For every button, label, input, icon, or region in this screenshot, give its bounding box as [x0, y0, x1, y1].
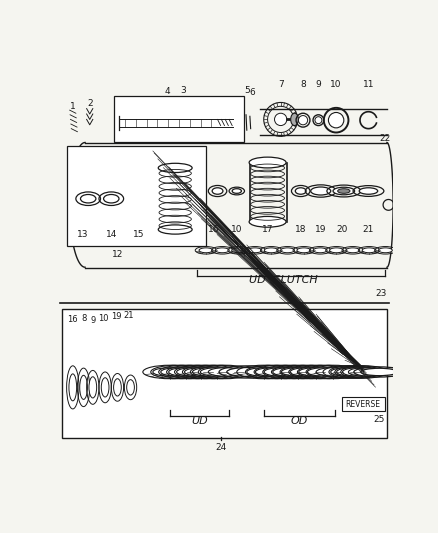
Ellipse shape — [313, 248, 327, 253]
Ellipse shape — [299, 368, 332, 376]
Ellipse shape — [291, 113, 298, 126]
Ellipse shape — [337, 368, 367, 376]
Ellipse shape — [192, 368, 226, 376]
Text: 9: 9 — [90, 316, 95, 325]
Ellipse shape — [378, 248, 392, 253]
Ellipse shape — [273, 368, 307, 376]
Ellipse shape — [298, 116, 307, 125]
Ellipse shape — [161, 368, 194, 376]
Ellipse shape — [338, 189, 350, 193]
Ellipse shape — [295, 188, 306, 194]
Text: UD: UD — [191, 416, 208, 425]
Bar — [342, 398, 385, 411]
Ellipse shape — [264, 248, 278, 253]
Text: 16: 16 — [67, 315, 78, 324]
Ellipse shape — [316, 368, 350, 376]
Ellipse shape — [282, 368, 315, 376]
Text: 19: 19 — [111, 312, 121, 321]
Bar — [113, 96, 244, 142]
Ellipse shape — [333, 187, 355, 195]
Text: 13: 13 — [77, 230, 88, 239]
Ellipse shape — [199, 248, 213, 253]
Text: 21: 21 — [363, 225, 374, 234]
Ellipse shape — [290, 368, 324, 376]
Ellipse shape — [362, 248, 376, 253]
Text: 5: 5 — [244, 86, 250, 95]
Text: 15: 15 — [133, 230, 145, 239]
Ellipse shape — [307, 368, 341, 376]
Text: 11: 11 — [363, 80, 374, 89]
Text: 2: 2 — [87, 100, 92, 109]
Ellipse shape — [89, 377, 97, 398]
Bar — [67, 147, 206, 246]
Text: 20: 20 — [336, 225, 348, 234]
Ellipse shape — [232, 189, 241, 193]
Ellipse shape — [297, 248, 311, 253]
Ellipse shape — [127, 379, 134, 395]
Ellipse shape — [349, 368, 379, 376]
Ellipse shape — [208, 368, 242, 376]
Ellipse shape — [311, 187, 331, 195]
Ellipse shape — [249, 216, 286, 227]
Ellipse shape — [177, 368, 211, 376]
Text: 21: 21 — [124, 311, 134, 320]
Ellipse shape — [101, 378, 109, 397]
Ellipse shape — [281, 248, 294, 253]
Ellipse shape — [331, 368, 361, 376]
Text: 12: 12 — [112, 251, 123, 260]
Text: 10: 10 — [330, 80, 342, 89]
Text: 18: 18 — [295, 225, 307, 234]
Ellipse shape — [361, 368, 398, 376]
Text: 24: 24 — [216, 443, 227, 452]
Text: 16: 16 — [208, 225, 219, 234]
Ellipse shape — [158, 225, 192, 234]
Text: 9: 9 — [315, 80, 321, 89]
Text: 25: 25 — [374, 415, 385, 424]
Text: 3: 3 — [180, 86, 186, 95]
Text: OD: OD — [290, 416, 308, 425]
Text: 10: 10 — [99, 313, 109, 322]
Ellipse shape — [215, 248, 229, 253]
Ellipse shape — [184, 368, 219, 376]
Text: 22: 22 — [379, 134, 390, 143]
Ellipse shape — [315, 117, 322, 124]
Ellipse shape — [359, 188, 378, 194]
Ellipse shape — [227, 368, 267, 376]
Ellipse shape — [249, 157, 286, 168]
Ellipse shape — [275, 113, 287, 126]
Text: 1: 1 — [70, 102, 76, 111]
Ellipse shape — [343, 368, 373, 376]
Ellipse shape — [232, 248, 246, 253]
Text: 8: 8 — [81, 313, 86, 322]
Text: REVERSE: REVERSE — [346, 400, 381, 409]
Text: 10: 10 — [231, 225, 243, 234]
Text: 8: 8 — [300, 80, 306, 89]
Ellipse shape — [81, 195, 96, 203]
Ellipse shape — [80, 375, 88, 399]
Ellipse shape — [255, 368, 290, 376]
Text: 23: 23 — [375, 289, 386, 298]
Ellipse shape — [248, 248, 262, 253]
Ellipse shape — [158, 163, 192, 173]
Ellipse shape — [247, 368, 281, 376]
Text: 6: 6 — [249, 88, 255, 97]
Text: 4: 4 — [165, 87, 170, 96]
Ellipse shape — [169, 368, 203, 376]
Ellipse shape — [329, 248, 343, 253]
Text: 17: 17 — [262, 225, 273, 234]
Ellipse shape — [103, 195, 119, 203]
Ellipse shape — [212, 188, 223, 194]
Ellipse shape — [200, 368, 234, 376]
Ellipse shape — [264, 368, 298, 376]
Text: 7: 7 — [278, 80, 283, 89]
Bar — [62, 309, 387, 438]
Ellipse shape — [153, 368, 187, 376]
Ellipse shape — [113, 379, 121, 396]
Ellipse shape — [69, 374, 77, 401]
Ellipse shape — [346, 248, 360, 253]
Text: 14: 14 — [106, 230, 117, 239]
Text: 19: 19 — [315, 225, 326, 234]
Ellipse shape — [328, 112, 344, 128]
Text: UD  CLUTCH: UD CLUTCH — [249, 276, 318, 285]
